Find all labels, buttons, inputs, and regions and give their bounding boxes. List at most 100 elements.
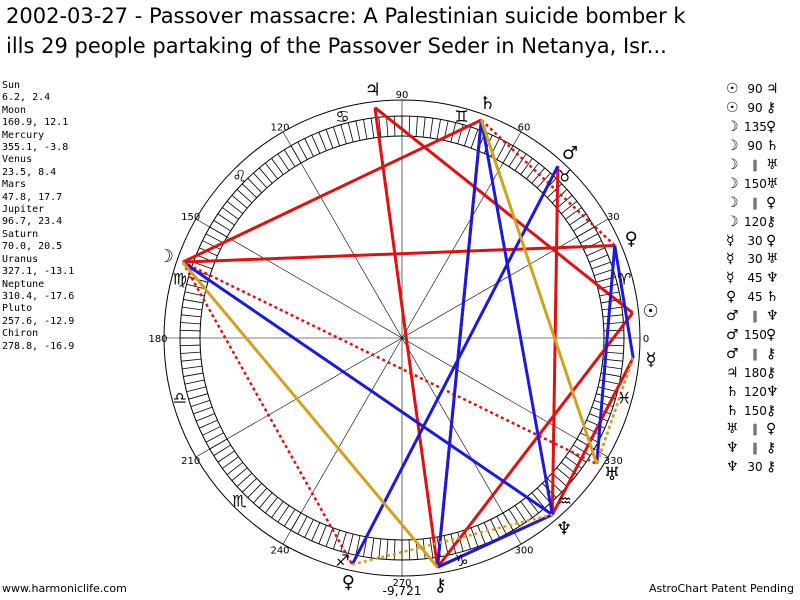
degree-tick <box>393 116 396 137</box>
degree-tick <box>318 132 327 151</box>
degree-tick <box>182 365 203 370</box>
degree-tick <box>514 153 527 171</box>
degree-label: 30 <box>607 212 620 223</box>
taurus-sign-icon: ♉ <box>557 166 571 185</box>
degree-tick <box>180 322 201 325</box>
saturn-glyph-icon: ♄ <box>479 93 495 114</box>
degree-tick <box>496 516 507 535</box>
spoke-line <box>401 337 522 545</box>
degree-tick <box>470 527 479 547</box>
aspect-planet-2-icon: ♃ <box>766 81 779 98</box>
aspect-row: ♂ 150 ♀ <box>726 326 779 345</box>
aspect-planet-2-icon: ♅ <box>766 251 779 268</box>
planet-values-neptune: 310.4, -17.6 <box>2 290 75 302</box>
degree-tick <box>429 537 434 558</box>
degree-tick <box>199 419 218 429</box>
degree-tick <box>450 533 457 554</box>
degree-tick <box>217 450 235 463</box>
degree-tick <box>355 120 361 141</box>
aspect-row: ☽ 120 ⚷ <box>726 212 779 231</box>
planet-name-pluto: Pluto <box>2 303 33 315</box>
spoke-line <box>401 218 609 339</box>
degree-tick <box>514 505 527 523</box>
aspect-planet-2-icon: ⚷ <box>766 100 777 117</box>
libra-sign-icon: ♎ <box>173 389 187 408</box>
aspect-angle: 90 <box>747 82 763 97</box>
degree-label: 0 <box>643 334 649 345</box>
degree-tick <box>386 116 389 137</box>
spoke-line <box>401 337 609 458</box>
degree-tick <box>520 501 533 518</box>
aspect-angle: 45 <box>747 271 763 286</box>
degree-label: 120 <box>270 123 289 134</box>
gemini-sign-icon: ♊ <box>454 107 468 126</box>
spoke-line <box>282 337 403 545</box>
planet-values-jupiter: 96.7, 23.4 <box>2 216 63 228</box>
aspect-angle: 150 <box>744 176 767 191</box>
degree-tick <box>271 501 284 518</box>
aspect-planet-2-icon: ⚷ <box>766 345 777 362</box>
aspect-angle: ∥ <box>752 309 758 324</box>
aspect-planet-1-icon: ♅ <box>726 421 739 438</box>
planet-values-chiron: 278.8, -16.9 <box>2 340 75 352</box>
aspect-row: ☽ ∥ ♀ <box>726 193 779 212</box>
aspect-planet-1-icon: ☽ <box>726 213 739 230</box>
degree-label: 180 <box>148 334 167 345</box>
venus-glyph-icon: ♀ <box>625 228 638 249</box>
mercury-glyph-icon: ☿ <box>646 349 657 370</box>
degree-tick <box>182 306 203 311</box>
aries-sign-icon: ♈ <box>617 269 631 288</box>
degree-tick <box>573 444 591 456</box>
degree-tick <box>580 233 599 244</box>
degree-tick <box>180 351 201 354</box>
degree-tick <box>586 419 605 429</box>
aspect-row: ♄ 120 ♆ <box>726 382 779 401</box>
aspect-planet-2-icon: ⚷ <box>766 364 777 381</box>
degree-tick <box>205 233 224 244</box>
degree-tick <box>422 117 426 138</box>
degree-tick <box>199 247 218 257</box>
degree-tick <box>231 467 248 482</box>
neptune-glyph-icon: ♆ <box>556 518 572 539</box>
planet-name-chiron: Chiron <box>2 328 39 340</box>
aspect-planet-1-icon: ♆ <box>726 440 739 457</box>
aspect-line <box>436 513 553 569</box>
degree-tick <box>236 472 253 487</box>
degree-tick <box>347 533 354 554</box>
degree-tick <box>436 119 441 140</box>
capricorn-sign-icon: ♑ <box>454 551 468 570</box>
planet-name-sun: Sun <box>2 80 21 91</box>
aspect-angle: ∥ <box>752 346 758 361</box>
degree-tick <box>378 538 382 559</box>
aspect-row: ☉ 90 ⚷ <box>726 99 779 118</box>
aspect-angle: 90 <box>747 101 763 116</box>
aspect-planet-1-icon: ♃ <box>726 364 739 381</box>
degree-tick <box>284 149 296 167</box>
degree-tick <box>531 167 546 184</box>
aspect-planet-1-icon: ☽ <box>726 138 739 155</box>
aspect-planet-1-icon: ♂ <box>726 308 739 325</box>
aspect-planet-2-icon: ♅ <box>766 175 779 192</box>
aspect-row: ☉ 90 ♃ <box>726 80 779 99</box>
degree-tick <box>531 492 546 509</box>
degree-tick <box>190 400 211 407</box>
degree-tick <box>188 393 208 400</box>
degree-tick <box>355 535 361 556</box>
pisces-sign-icon: ♓ <box>617 389 631 408</box>
degree-tick <box>183 299 204 304</box>
degree-tick <box>253 172 268 189</box>
aspect-line <box>373 107 439 568</box>
degree-tick <box>222 207 239 220</box>
aspect-angle: ∥ <box>752 158 758 172</box>
degree-tick <box>277 505 290 523</box>
virgo-sign-icon: ♍ <box>173 269 187 288</box>
degree-tick <box>593 269 614 276</box>
degree-tick <box>304 519 314 538</box>
degree-label: 60 <box>518 123 531 134</box>
degree-tick <box>247 178 262 193</box>
degree-tick <box>325 129 334 149</box>
aspect-planet-2-icon: ♅ <box>766 157 779 173</box>
website-credit[interactable]: www.harmoniclife.com <box>2 582 127 595</box>
aspect-angle: 150 <box>744 328 767 343</box>
aspect-angle: 30 <box>747 233 763 248</box>
